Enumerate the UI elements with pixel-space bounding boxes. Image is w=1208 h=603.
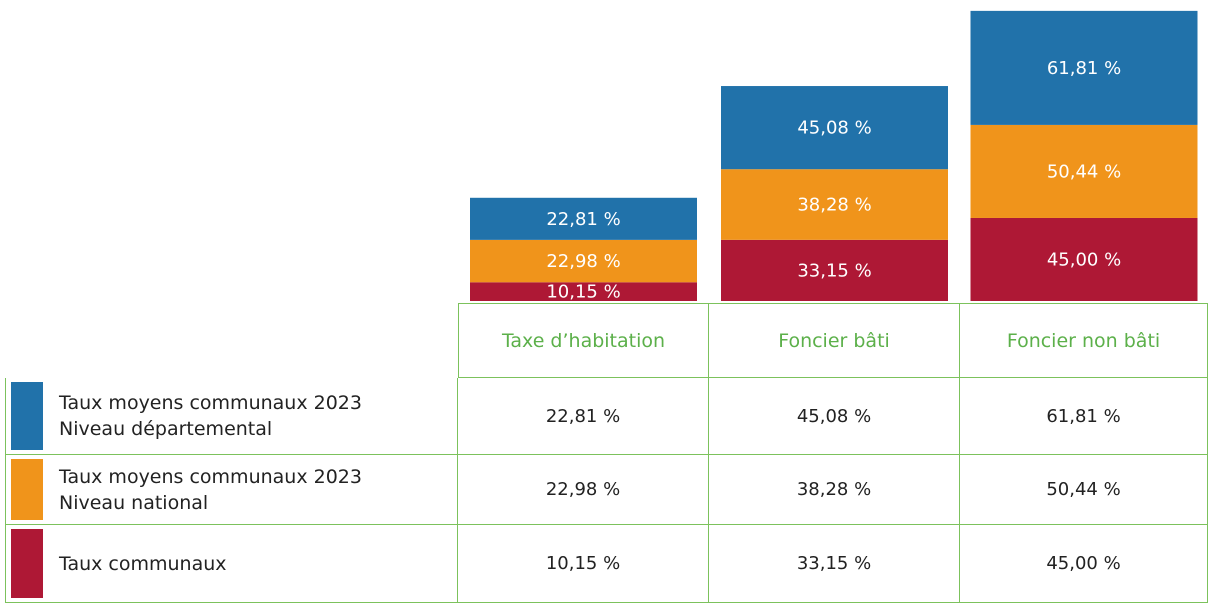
bar-label: 22,98 % [546, 251, 620, 272]
bar-label: 38,28 % [797, 195, 871, 216]
bar-segment [970, 217, 1198, 301]
bar-segment [470, 239, 697, 283]
bar-label: 61,81 % [1047, 58, 1121, 79]
table-cell: 45,08 % [709, 378, 960, 455]
table-cell: 22,98 % [458, 455, 709, 525]
bar-label: 22,81 % [546, 209, 620, 230]
bar-label: 50,44 % [1047, 161, 1121, 182]
column-header: Taxe d’habitation [458, 303, 709, 378]
bar-segment [970, 124, 1198, 218]
bar-segment [470, 197, 697, 240]
table-cell: 33,15 % [709, 525, 960, 603]
bar-segment [721, 169, 948, 240]
table-cell: 22,81 % [458, 378, 709, 455]
table-cell: 45,00 % [960, 525, 1208, 603]
bar-segment [470, 282, 697, 301]
column-header: Foncier non bâti [960, 303, 1208, 378]
bar-label: 45,08 % [797, 118, 871, 139]
bar-label: 45,00 % [1047, 249, 1121, 270]
legend-label: Taux moyens communaux 2023 Niveau nation… [59, 465, 362, 514]
table-cell: 10,15 % [458, 525, 709, 603]
legend-label: Taux communaux [59, 552, 227, 575]
table-cell: 50,44 % [960, 455, 1208, 525]
legend-label: Taux moyens communaux 2023 Niveau départ… [59, 392, 362, 440]
bar-label: 33,15 % [797, 260, 871, 281]
chart: 10,15 % 22,98 % 22,81 % 33,15 % 38,28 % 45,08… [470, 10, 1198, 303]
table-cell: 61,81 % [960, 378, 1208, 455]
legend-swatch [11, 382, 43, 450]
bar-segment [721, 86, 948, 170]
legend-swatch [11, 459, 43, 520]
bar-segment [721, 239, 948, 301]
column-header: Foncier bâti [709, 303, 960, 378]
bar-segment [970, 10, 1198, 125]
legend-cell: Taux moyens communaux 2023 Niveau nation… [5, 455, 458, 525]
table-cell: 38,28 % [709, 455, 960, 525]
legend-cell: Taux moyens communaux 2023 Niveau départ… [5, 378, 458, 455]
bar-label: 10,15 % [546, 282, 620, 303]
legend-swatch [11, 529, 43, 598]
legend-cell: Taux communaux [5, 525, 458, 603]
